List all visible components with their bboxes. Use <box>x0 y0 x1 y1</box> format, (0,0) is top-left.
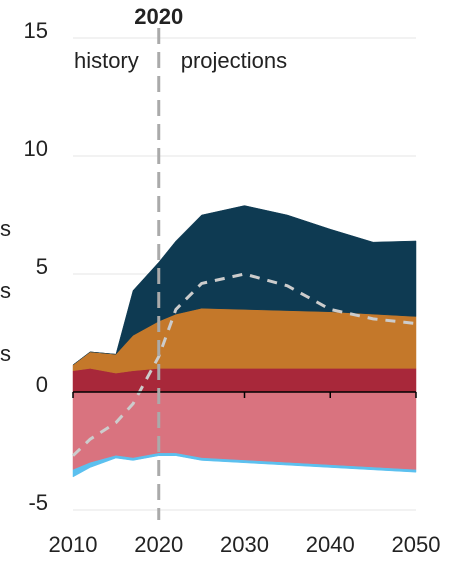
y-tick-label: 5 <box>36 254 48 279</box>
x-tick-label: 2050 <box>392 532 441 557</box>
y-tick-label: 10 <box>24 136 48 161</box>
x-tick-label: 2010 <box>49 532 98 557</box>
annotation: projections <box>181 48 287 73</box>
cropped-legend-label: s <box>0 341 11 366</box>
area <box>72 453 417 478</box>
net-line <box>71 272 417 457</box>
y-tick-label: -5 <box>28 490 48 515</box>
x-tick-label: 2030 <box>220 532 269 557</box>
annotation: history <box>74 48 139 73</box>
cropped-legend-label: s <box>0 216 11 241</box>
x-tick-label: 2040 <box>306 532 355 557</box>
area <box>72 205 417 366</box>
divider-label: 2020 <box>134 4 183 29</box>
cropped-legend-label: s <box>0 278 11 303</box>
x-tick-label: 2020 <box>134 532 183 557</box>
y-tick-label: 0 <box>36 372 48 397</box>
y-tick-label: 15 <box>24 18 48 43</box>
